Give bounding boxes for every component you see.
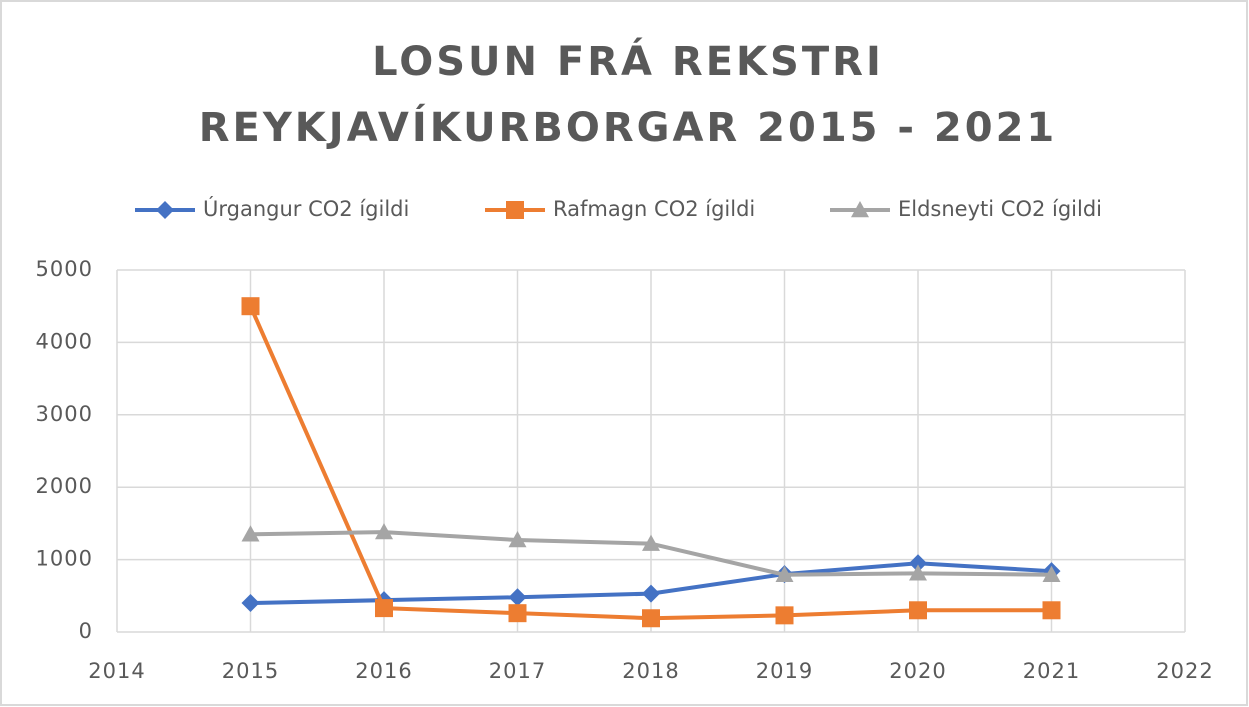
marker xyxy=(508,604,527,623)
y-tick-label: 4000 xyxy=(36,329,93,353)
x-tick-label: 2021 xyxy=(1023,659,1080,683)
y-tick-label: 5000 xyxy=(36,257,93,281)
marker xyxy=(642,584,660,603)
marker xyxy=(642,534,660,551)
marker xyxy=(241,594,260,613)
x-tick-label: 2015 xyxy=(222,659,279,683)
marker xyxy=(909,554,927,573)
marker xyxy=(909,601,927,620)
y-tick-label: 2000 xyxy=(36,474,93,498)
y-tick-label: 0 xyxy=(79,619,93,643)
marker xyxy=(156,201,174,219)
legend-label: Rafmagn CO2 ígildi xyxy=(553,197,755,221)
marker xyxy=(506,201,524,219)
marker xyxy=(775,606,794,625)
x-tick-label: 2020 xyxy=(889,659,946,683)
y-tick-label: 1000 xyxy=(36,547,93,571)
marker xyxy=(508,588,527,607)
legend-label: Úrgangur CO2 ígildi xyxy=(203,196,409,221)
marker xyxy=(775,565,794,583)
marker xyxy=(909,564,927,581)
y-tick-label: 3000 xyxy=(36,402,93,426)
x-tick-label: 2017 xyxy=(489,659,546,683)
marker xyxy=(642,609,660,628)
x-tick-label: 2016 xyxy=(355,659,412,683)
legend-label: Eldsneyti CO2 ígildi xyxy=(898,197,1102,221)
marker xyxy=(241,297,260,316)
marker xyxy=(241,525,260,542)
chart-title: REYKJAVÍKURBORGAR 2015 - 2021 xyxy=(199,103,1058,151)
x-tick-label: 2019 xyxy=(756,659,813,683)
chart-title: LOSUN FRÁ REKSTRI xyxy=(372,37,884,85)
marker xyxy=(1042,565,1061,583)
x-tick-label: 2022 xyxy=(1156,659,1213,683)
x-tick-label: 2014 xyxy=(88,659,145,683)
marker xyxy=(1042,601,1061,620)
x-tick-label: 2018 xyxy=(622,659,679,683)
marker xyxy=(375,523,393,540)
marker xyxy=(508,531,527,548)
marker xyxy=(375,599,393,618)
marker xyxy=(851,201,869,218)
